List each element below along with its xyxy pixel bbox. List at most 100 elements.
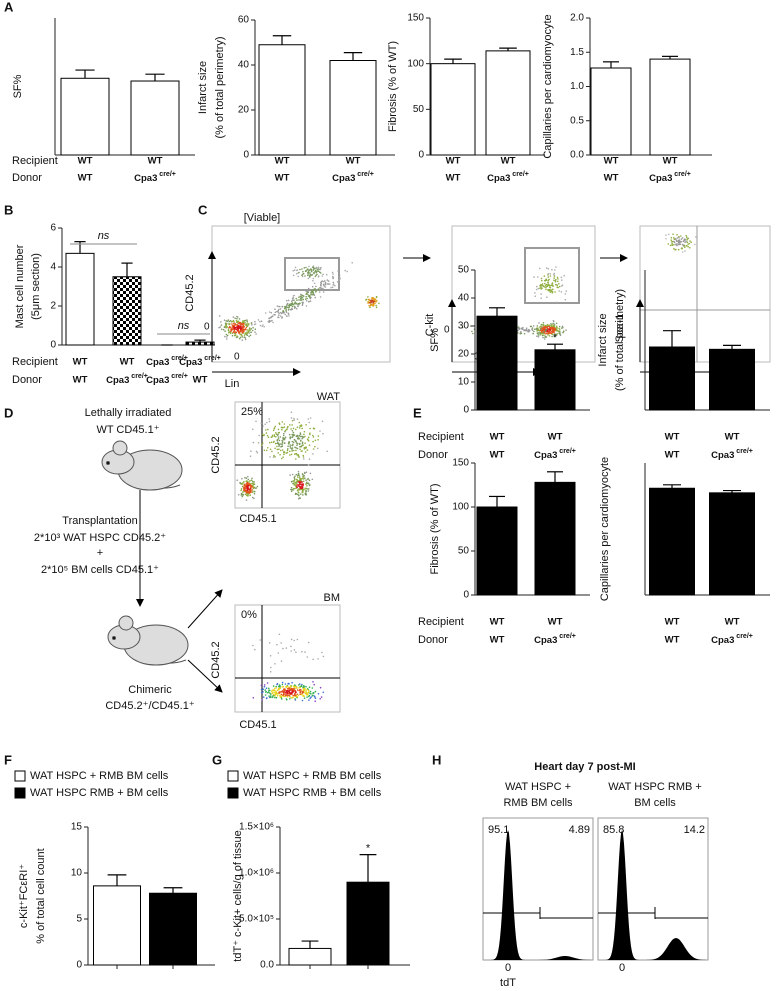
event-dot <box>281 686 284 688</box>
event-dot <box>532 325 535 327</box>
event-dot <box>674 249 676 251</box>
event-dot <box>239 327 241 330</box>
event-dot <box>299 433 302 436</box>
event-dot <box>288 433 291 436</box>
event-dot <box>284 429 287 432</box>
event-dot <box>224 330 226 332</box>
event-dot <box>280 457 283 460</box>
event-dot <box>298 303 300 306</box>
plot-frame <box>482 817 594 961</box>
event-dot <box>522 326 524 329</box>
event-dot <box>277 309 280 312</box>
donor-label: Cpa3 cre/+ <box>711 448 753 461</box>
event-dot <box>317 267 320 270</box>
event-dot <box>297 470 300 473</box>
event-dot <box>226 322 228 325</box>
event-dot <box>540 293 542 295</box>
event-dot <box>286 451 289 454</box>
event-dot <box>254 320 256 323</box>
recipient-label: WT <box>490 617 505 628</box>
event-dot <box>338 274 341 277</box>
event-dot <box>532 332 534 335</box>
event-dot <box>548 284 551 287</box>
event-dot <box>539 287 541 290</box>
event-dot <box>520 332 523 335</box>
event-dot <box>246 332 248 335</box>
event-dot <box>301 437 304 440</box>
axis-label: CD45.2 <box>210 641 222 678</box>
event-dot <box>305 685 307 688</box>
legend-swatch <box>227 787 239 799</box>
event-dot <box>315 266 318 269</box>
comparison-label: ns <box>178 320 190 332</box>
event-dot <box>283 453 285 456</box>
event-dot <box>268 441 271 444</box>
event-dot <box>239 336 242 339</box>
event-dot <box>292 274 295 277</box>
event-dot <box>549 327 551 330</box>
event-dot <box>245 484 248 487</box>
event-dot <box>271 692 274 694</box>
event-dot <box>295 428 297 431</box>
event-dot <box>293 480 295 482</box>
event-dot <box>301 442 304 445</box>
event-dot <box>371 304 374 306</box>
event-dot <box>279 308 282 310</box>
event-dot <box>292 441 295 444</box>
event-dot <box>299 295 302 298</box>
event-dot <box>534 295 536 298</box>
event-dot <box>290 692 292 694</box>
event-dot <box>326 279 329 281</box>
event-dot <box>220 321 222 323</box>
event-dot <box>677 243 680 246</box>
event-dot <box>551 333 553 336</box>
event-dot <box>309 289 311 292</box>
donor-label: WT <box>73 375 88 386</box>
event-dot <box>231 323 233 325</box>
event-dot <box>559 333 561 336</box>
event-dot <box>299 683 301 685</box>
event-dot <box>277 438 280 440</box>
event-dot <box>236 335 239 338</box>
event-dot <box>272 429 275 432</box>
event-dot <box>304 442 306 445</box>
event-dot <box>325 273 328 276</box>
event-dot <box>242 482 244 484</box>
event-dot <box>273 435 276 438</box>
event-dot <box>305 491 307 493</box>
event-dot <box>232 324 234 327</box>
event-dot <box>536 285 538 288</box>
event-dot <box>306 297 309 300</box>
event-dot <box>551 335 553 338</box>
event-dot <box>550 323 552 325</box>
recipient-label: WT <box>501 156 516 167</box>
event-dot <box>551 282 553 285</box>
event-dot <box>299 686 302 689</box>
event-dot <box>252 697 255 699</box>
event-dot <box>540 277 543 280</box>
event-dot <box>274 455 276 458</box>
recipient-label: WT <box>120 357 135 368</box>
event-dot <box>547 279 550 282</box>
y-tick-label: 100 <box>407 58 424 69</box>
event-dot <box>261 698 264 701</box>
event-dot <box>282 456 284 459</box>
event-dot <box>306 696 308 698</box>
event-dot <box>251 496 254 499</box>
event-dot <box>314 439 317 442</box>
event-dot <box>308 421 311 424</box>
event-dot <box>536 332 539 334</box>
event-dot <box>275 433 278 436</box>
event-dot <box>286 299 288 302</box>
cytometry-events <box>218 233 697 702</box>
significance: * <box>366 843 371 855</box>
event-dot <box>268 642 271 644</box>
event-dot <box>286 305 288 307</box>
event-dot <box>291 689 293 691</box>
event-dot <box>271 689 274 691</box>
event-dot <box>553 279 555 282</box>
event-dot <box>314 296 317 299</box>
zero-label: 0 <box>619 962 625 974</box>
event-dot <box>242 491 244 493</box>
event-dot <box>545 286 547 289</box>
